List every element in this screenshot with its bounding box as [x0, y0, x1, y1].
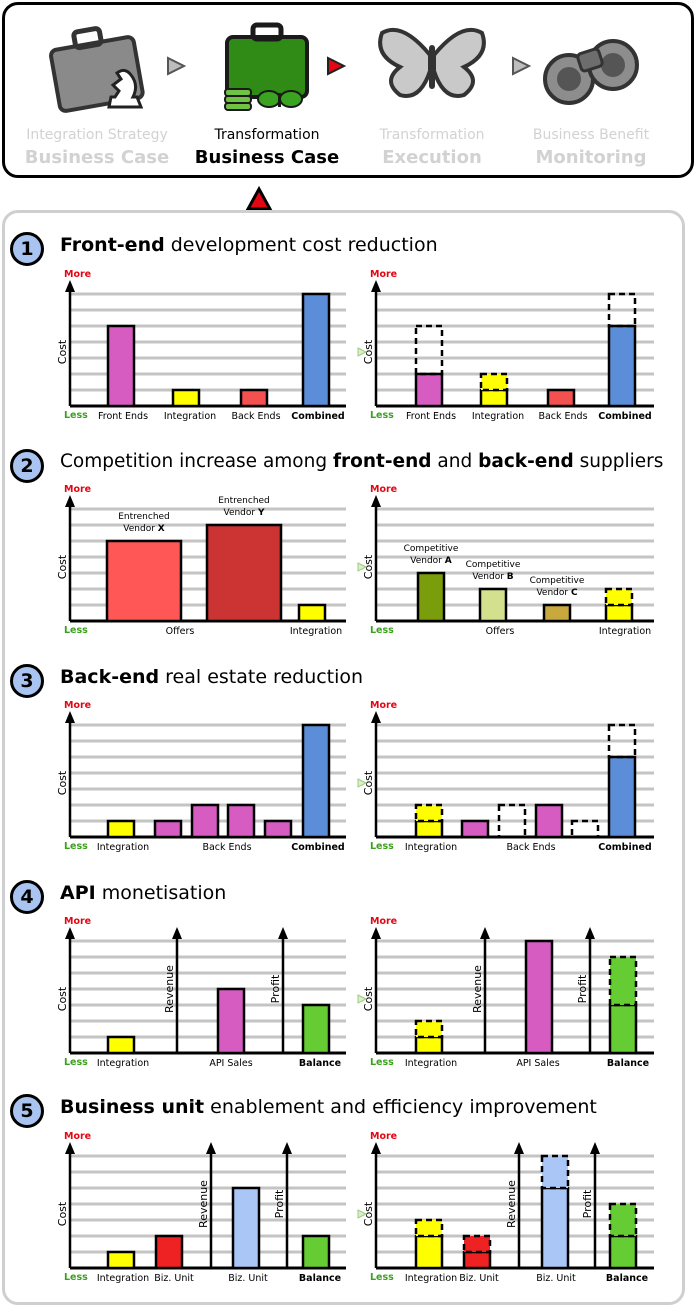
- briefcase-chess-icon: [49, 26, 145, 113]
- section-number-badge: 2: [10, 449, 44, 483]
- section-4-heading: 4 API monetisation: [10, 880, 700, 920]
- stage-integration-strategy[interactable]: Integration Strategy Business Case: [17, 9, 177, 179]
- chevron-right-icon: [512, 56, 532, 76]
- chevron-right-icon: [327, 56, 347, 76]
- current-stage-pointer-icon: [245, 186, 273, 211]
- stage-business-benefit-monitoring[interactable]: Business Benefit Monitoring: [511, 9, 671, 179]
- butterfly-icon: [378, 27, 486, 98]
- stage-line1: Transformation: [214, 127, 320, 143]
- stage-line2: Execution: [382, 147, 482, 168]
- chevron-right-icon: [167, 56, 187, 76]
- section-number-badge: 3: [10, 664, 44, 698]
- section-title: Business unit enablement and efficiency …: [60, 1096, 597, 1118]
- section-5-heading: 5 Business unit enablement and efficienc…: [10, 1094, 700, 1134]
- section-2-heading: 2 Competition increase among front-end a…: [10, 449, 700, 489]
- section-title: API monetisation: [60, 882, 227, 904]
- process-header: Integration Strategy Business Case Trans…: [2, 2, 694, 178]
- section-title: Back-end real estate reduction: [60, 666, 364, 688]
- stage-line1: Transformation: [379, 127, 485, 143]
- stage-line2: Business Case: [24, 147, 170, 168]
- briefcase-coins-butterfly-icon: [224, 22, 309, 111]
- stage-line1: Business Benefit: [532, 127, 650, 143]
- stage-line2: Monitoring: [535, 147, 647, 168]
- section-number-badge: 5: [10, 1094, 44, 1128]
- stage-transformation-execution[interactable]: Transformation Execution: [352, 9, 512, 179]
- section-1-heading: 1 Front-end development cost reduction: [10, 232, 700, 272]
- benefits-panel: [2, 210, 685, 1305]
- stage-transformation-business-case[interactable]: Transformation Business Case: [187, 9, 347, 179]
- section-3-heading: 3 Back-end real estate reduction: [10, 664, 700, 704]
- section-title: Front-end development cost reduction: [60, 234, 438, 256]
- section-number-badge: 1: [10, 232, 44, 266]
- stage-line1: Integration Strategy: [26, 127, 168, 143]
- section-number-badge: 4: [10, 880, 44, 914]
- section-title: Competition increase among front-end and…: [60, 451, 664, 472]
- binoculars-icon: [543, 39, 639, 105]
- stage-line2: Business Case: [194, 147, 340, 168]
